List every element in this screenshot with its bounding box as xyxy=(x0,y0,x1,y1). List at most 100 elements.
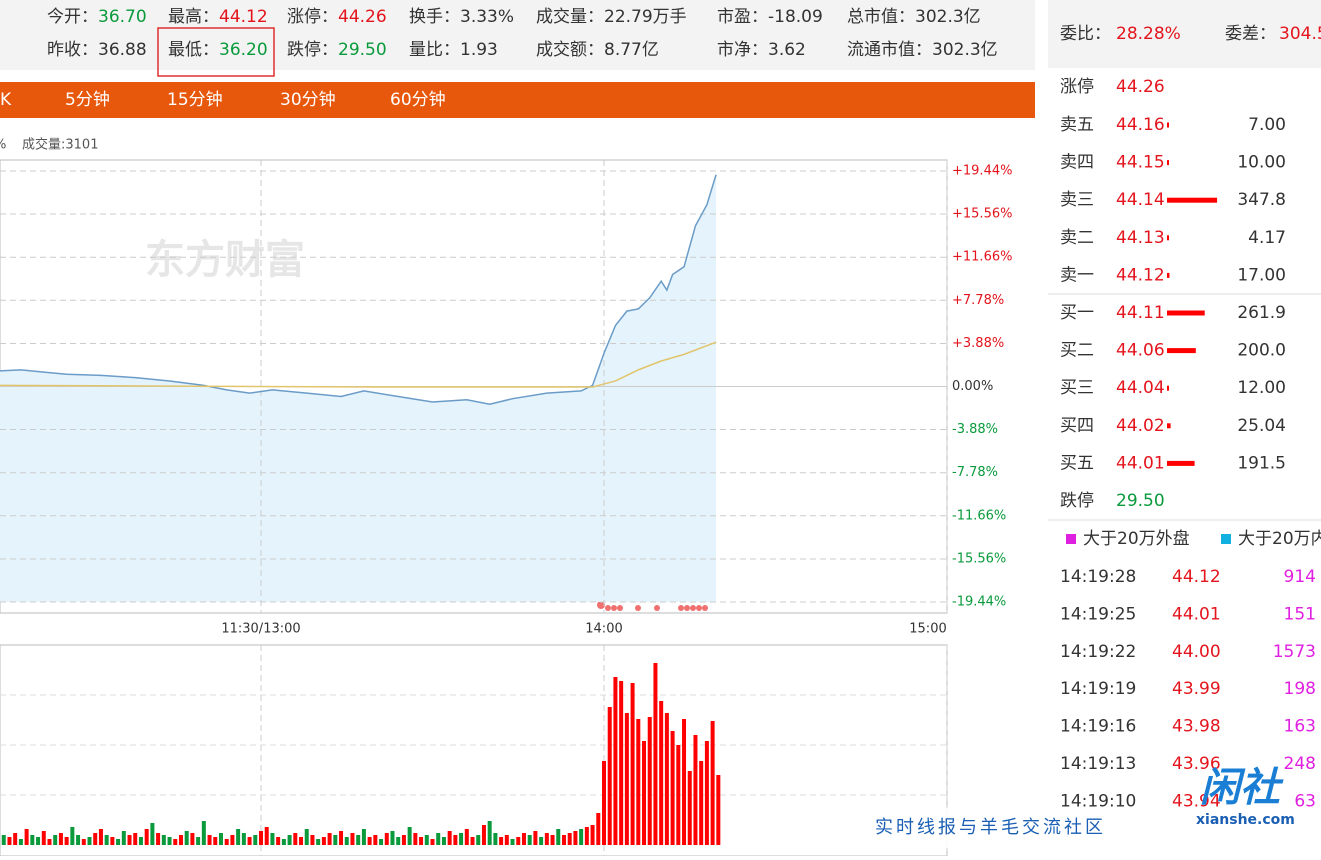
level-price: 44.01 xyxy=(1116,453,1165,473)
stat-label: 涨停： xyxy=(287,7,338,27)
chart-legend: 成交量:3101 xyxy=(22,137,98,153)
trade-time: 14:19:22 xyxy=(1060,642,1136,662)
volume-bar xyxy=(93,833,97,845)
level-price: 44.16 xyxy=(1116,115,1165,135)
volume-bar xyxy=(385,833,389,845)
stat-value: 1.93 xyxy=(460,40,498,60)
level-price: 44.15 xyxy=(1116,153,1165,173)
volume-bar xyxy=(488,821,492,845)
volume-bar xyxy=(265,827,269,845)
tab-bar xyxy=(0,82,1035,118)
level-price: 44.14 xyxy=(1116,190,1165,210)
volume-bar xyxy=(356,835,360,845)
volume-bar xyxy=(299,837,303,845)
trade-time: 14:19:19 xyxy=(1060,679,1136,699)
volume-bar xyxy=(528,835,532,845)
level-label: 买三 xyxy=(1060,378,1094,398)
trade-volume: 248 xyxy=(1284,754,1316,774)
tab[interactable]: 60分钟 xyxy=(390,90,446,110)
trade-volume: 914 xyxy=(1284,567,1316,587)
volume-bar xyxy=(350,833,354,845)
stat-value: 36.88 xyxy=(98,40,147,60)
volume-bar xyxy=(619,681,623,845)
volume-bar xyxy=(522,833,526,845)
volume-bar xyxy=(128,835,132,845)
volume-bar xyxy=(2,835,6,845)
volume-bar xyxy=(82,839,86,845)
stat-label: 成交量： xyxy=(536,7,604,27)
volume-bar xyxy=(545,833,549,845)
trade-price: 44.01 xyxy=(1172,604,1221,624)
volume-bar xyxy=(139,837,143,845)
tab[interactable]: K xyxy=(0,90,12,110)
volume-bar xyxy=(288,835,292,845)
volume-bar xyxy=(185,831,189,845)
volume-bar xyxy=(459,833,463,845)
volume-frame xyxy=(0,645,947,856)
volume-bar xyxy=(208,835,212,845)
volume-bar xyxy=(442,837,446,845)
stat-label: 最低： xyxy=(168,40,219,60)
watermark: 东方财富 xyxy=(145,237,305,283)
level-volume: 261.9 xyxy=(1237,303,1286,323)
volume-bar xyxy=(676,745,680,845)
y-tick-label: +7.78% xyxy=(952,293,1004,308)
volume-bar xyxy=(99,829,103,845)
volume-bar xyxy=(499,837,503,845)
volume-bar xyxy=(236,829,240,845)
level-volume: 10.00 xyxy=(1237,153,1286,173)
banner-slogan: 实时线报与羊毛交流社区 xyxy=(875,817,1106,838)
volume-bar xyxy=(636,719,640,845)
trade-volume: 163 xyxy=(1284,717,1316,737)
level-volume: 347.8 xyxy=(1237,190,1286,210)
trade-time: 14:19:13 xyxy=(1060,754,1136,774)
volume-bar xyxy=(213,837,217,845)
ratio: 28.28% xyxy=(1116,24,1181,44)
volume-bar xyxy=(179,835,183,845)
volume-bar xyxy=(173,839,177,845)
diff: 304.5 xyxy=(1279,24,1321,44)
stat-value: 3.33% xyxy=(460,7,514,27)
volume-bar xyxy=(145,829,149,845)
volume-bar xyxy=(276,837,280,845)
trade-volume: 198 xyxy=(1284,679,1316,699)
volume-bar xyxy=(425,835,429,845)
volume-bar xyxy=(70,827,74,845)
volume-bar xyxy=(431,839,435,845)
tab[interactable]: 15分钟 xyxy=(167,90,223,110)
volume-bar xyxy=(390,831,394,845)
volume-bar xyxy=(225,839,229,845)
level-price: 44.04 xyxy=(1116,378,1165,398)
volume-bar xyxy=(305,829,309,845)
level-bar xyxy=(1167,198,1217,203)
level-bar xyxy=(1167,386,1169,391)
level-volume: 17.00 xyxy=(1237,265,1286,285)
volume-bar xyxy=(202,821,206,845)
volume-bar xyxy=(562,835,566,845)
limit-label: 跌停 xyxy=(1060,491,1094,511)
tab[interactable]: 5分钟 xyxy=(65,90,110,110)
level-volume: 25.04 xyxy=(1237,416,1286,436)
volume-bar xyxy=(699,761,703,845)
y-tick-label: +3.88% xyxy=(952,336,1004,351)
volume-bar xyxy=(625,713,629,845)
volume-bar xyxy=(568,833,572,845)
volume-bar xyxy=(133,833,137,845)
legend-label: 大于20万外盘 xyxy=(1083,529,1190,549)
volume-bar xyxy=(471,837,475,845)
volume-bar xyxy=(25,829,29,845)
volume-bar xyxy=(333,835,337,845)
volume-bar xyxy=(339,831,343,845)
volume-bar xyxy=(716,775,720,845)
level-label: 卖一 xyxy=(1060,265,1094,285)
tab[interactable]: 30分钟 xyxy=(280,90,336,110)
limit-label: 涨停 xyxy=(1060,77,1094,97)
volume-bar xyxy=(396,837,400,845)
trade-price: 43.99 xyxy=(1172,679,1221,699)
stat-label: 市盈： xyxy=(717,7,768,27)
volume-bar xyxy=(322,837,326,845)
level-bar xyxy=(1167,123,1169,128)
stat-value: 36.20 xyxy=(219,40,268,60)
stat-value: 44.12 xyxy=(219,7,268,27)
level-volume: 12.00 xyxy=(1237,378,1286,398)
